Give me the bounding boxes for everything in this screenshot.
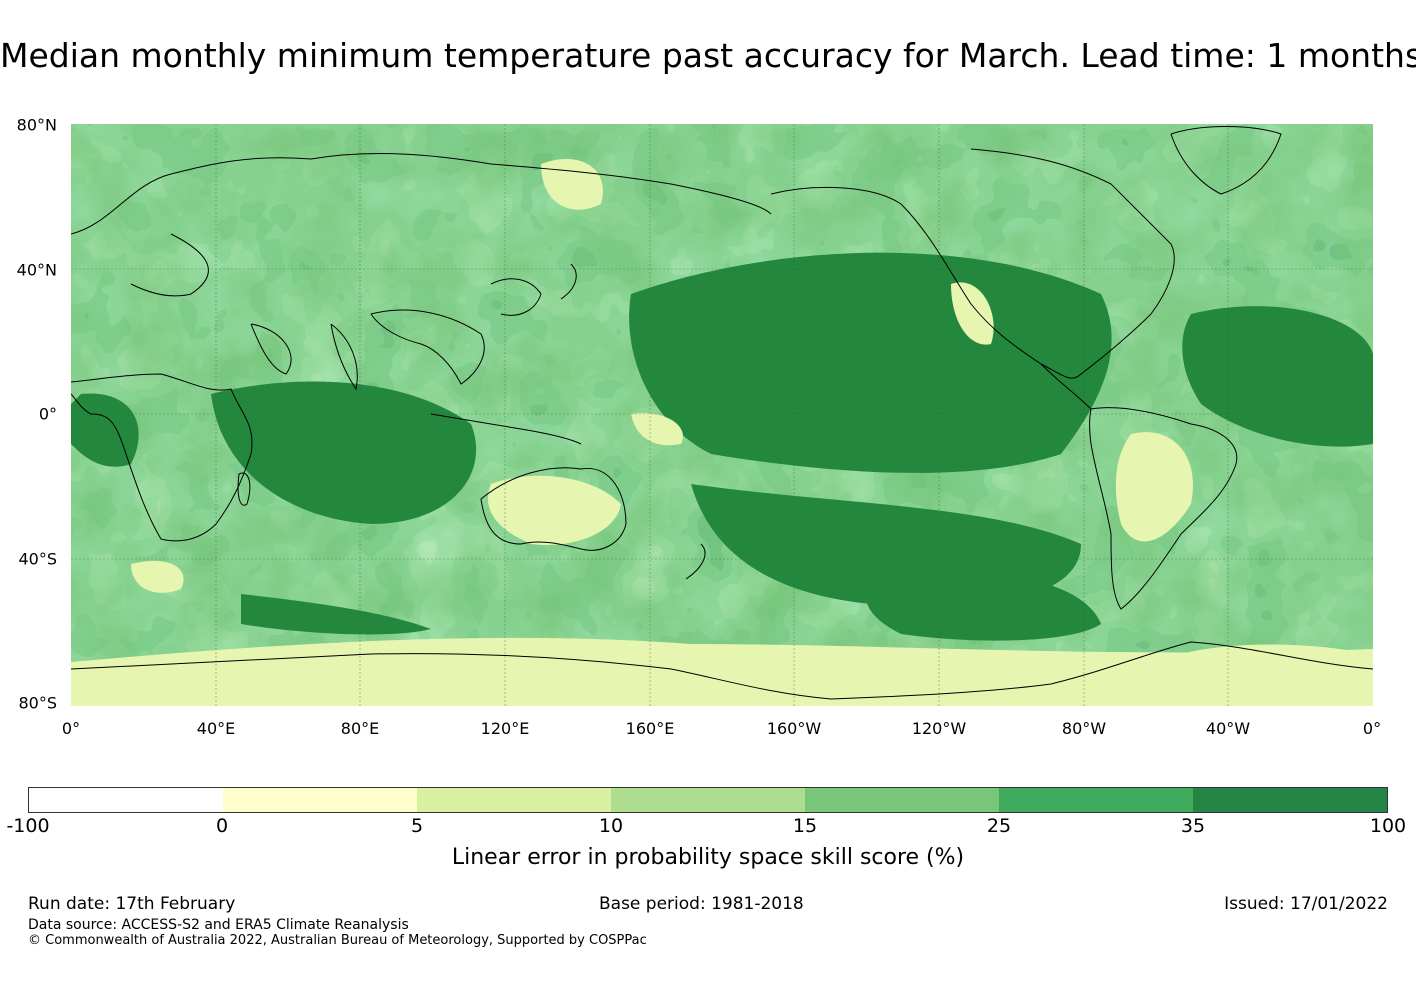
colorbar-tick: 5 <box>410 815 424 837</box>
low-skill-regions <box>71 158 1373 706</box>
data-source: Data source: ACCESS-S2 and ERA5 Climate … <box>28 917 409 933</box>
lon-label-0: 0° <box>61 719 81 738</box>
lat-label-80n: 80°N <box>16 115 57 135</box>
colorbar-segment <box>29 788 223 812</box>
map-title: Median monthly minimum temperature past … <box>0 36 1416 75</box>
lon-label-160w: 160°W <box>766 719 822 738</box>
colorbar-segment <box>223 788 417 812</box>
lon-label-120e: 120°E <box>480 719 530 738</box>
colorbar-segment <box>417 788 611 812</box>
colorbar <box>28 787 1388 813</box>
lat-label-40n: 40°N <box>16 260 57 280</box>
lon-label-120w: 120°W <box>911 719 967 738</box>
skill-map-svg <box>71 124 1373 706</box>
high-skill-ocean <box>71 252 1373 641</box>
lat-label-40s: 40°S <box>18 549 57 569</box>
colorbar-tick: 0 <box>215 815 229 837</box>
colorbar-segment <box>1193 788 1387 812</box>
colorbar-tick: -100 <box>6 815 50 837</box>
lat-label-0: 0° <box>38 404 57 424</box>
lon-label-80w: 80°W <box>1061 719 1107 738</box>
colorbar-tick: 15 <box>792 815 818 837</box>
lat-label-80s: 80°S <box>18 693 57 713</box>
run-date: Run date: 17th February <box>28 894 236 914</box>
skill-map <box>71 124 1373 706</box>
colorbar-segment <box>999 788 1193 812</box>
colorbar-tick: 35 <box>1180 815 1206 837</box>
colorbar-tick: 25 <box>986 815 1012 837</box>
lon-label-40w: 40°W <box>1205 719 1251 738</box>
colorbar-tick: 100 <box>1369 815 1407 837</box>
colorbar-label: Linear error in probability space skill … <box>451 845 965 870</box>
lon-label-80e: 80°E <box>340 719 380 738</box>
lon-label-160e: 160°E <box>625 719 675 738</box>
coastlines <box>71 126 1373 700</box>
copyright: © Commonwealth of Australia 2022, Austra… <box>28 933 647 948</box>
colorbar-segment <box>611 788 805 812</box>
base-period: Base period: 1981-2018 <box>599 894 804 914</box>
issued-date: Issued: 17/01/2022 <box>1224 894 1388 914</box>
colorbar-tick: 10 <box>598 815 624 837</box>
lon-label-0-right: 0° <box>1362 719 1382 738</box>
colorbar-segment <box>805 788 999 812</box>
lon-label-40e: 40°E <box>196 719 236 738</box>
